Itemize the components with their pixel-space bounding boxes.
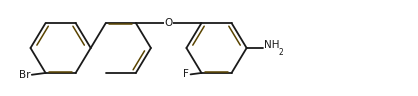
Text: NH: NH bbox=[264, 40, 279, 50]
Text: F: F bbox=[184, 69, 189, 79]
Text: O: O bbox=[165, 18, 173, 28]
Text: Br: Br bbox=[19, 70, 30, 80]
Text: 2: 2 bbox=[279, 48, 283, 57]
